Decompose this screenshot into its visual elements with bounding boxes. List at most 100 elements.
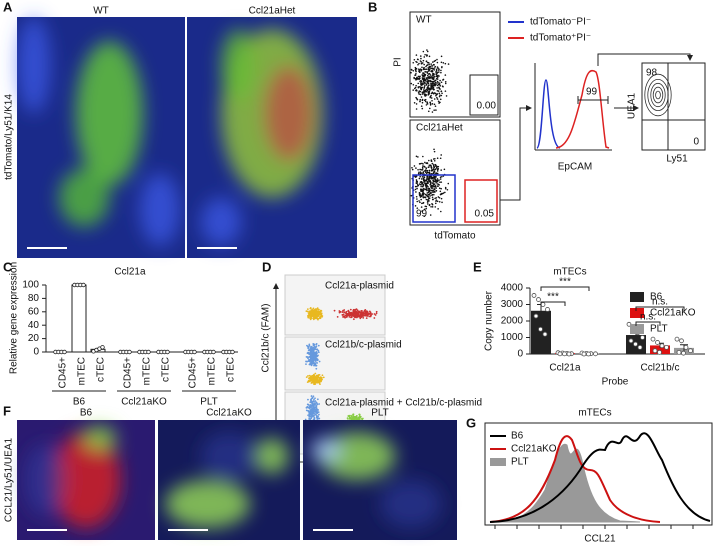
event-dot: [430, 191, 432, 194]
event-dot: [423, 63, 425, 66]
event-dot: [418, 200, 420, 202]
event-dot: [438, 82, 441, 85]
event-dot: [430, 76, 432, 79]
droplet: [315, 402, 318, 405]
event-dot: [426, 61, 429, 64]
event-dot: [427, 93, 430, 95]
event-dot: [422, 201, 425, 204]
data-point: [533, 313, 539, 319]
x-tick-label: cTEC: [96, 357, 107, 382]
droplet: [316, 374, 319, 377]
significance-label: n.s.: [640, 312, 656, 323]
event-dot: [433, 64, 435, 66]
event-dot: [442, 192, 445, 194]
event-dot: [429, 181, 432, 184]
event-dot: [425, 167, 427, 169]
droplet: [314, 351, 317, 354]
droplet: [313, 398, 315, 401]
droplet: [310, 395, 313, 397]
event-dot: [432, 189, 435, 192]
plot-title: Ccl21a-plasmid: [325, 281, 394, 292]
event-dot: [432, 179, 435, 181]
event-dot: [410, 68, 413, 71]
event-dot: [426, 182, 429, 184]
event-dot: [440, 175, 443, 178]
event-dot: [422, 185, 424, 188]
event-dot: [436, 93, 439, 95]
event-dot: [433, 176, 436, 178]
event-dot: [437, 183, 440, 186]
droplet: [310, 364, 313, 367]
droplet: [344, 316, 346, 319]
event-dot: [440, 169, 442, 171]
droplet: [306, 381, 309, 384]
droplet: [314, 357, 317, 360]
event-dot: [423, 66, 425, 69]
plot-title: WT: [416, 15, 432, 26]
event-dot: [420, 62, 423, 65]
event-dot: [419, 196, 422, 198]
gate-value: 98: [646, 68, 658, 79]
event-dot: [419, 80, 421, 83]
event-dot: [425, 187, 428, 189]
signal-blob: [23, 444, 66, 516]
histogram-curve: [536, 79, 561, 149]
event-dot: [426, 162, 429, 165]
droplet: [315, 408, 318, 411]
droplet: [310, 310, 313, 313]
droplet: [311, 397, 314, 399]
histogram-curve: [489, 432, 711, 523]
droplet: [308, 314, 310, 317]
plot-frame: [484, 422, 713, 526]
droplet: [305, 376, 308, 379]
droplet: [309, 358, 312, 360]
event-dot: [431, 84, 433, 86]
droplet: [308, 343, 311, 346]
droplet: [352, 416, 354, 419]
image-ylabel: CCL21/Ly51/UEA1: [4, 438, 15, 523]
event-dot: [425, 198, 428, 201]
droplet: [343, 309, 346, 311]
event-dot: [416, 78, 418, 81]
event-dot: [440, 55, 443, 58]
droplet: [304, 418, 307, 421]
event-dot: [424, 183, 427, 185]
event-dot: [425, 194, 427, 196]
event-dot: [426, 189, 428, 192]
contour: [644, 73, 672, 117]
event-dot: [423, 81, 425, 83]
event-dot: [437, 100, 440, 103]
event-dot: [433, 98, 436, 100]
event-dot: [433, 160, 436, 162]
event-dot: [430, 185, 433, 188]
data-point: [633, 341, 638, 347]
droplet: [317, 415, 319, 418]
droplet: [308, 380, 311, 382]
event-dot: [426, 203, 429, 205]
droplet: [312, 403, 315, 406]
event-dot: [412, 69, 415, 72]
droplet: [348, 414, 351, 417]
event-dot: [415, 70, 417, 73]
event-dot: [433, 150, 436, 153]
event-dot: [425, 170, 427, 172]
gate: [469, 74, 499, 116]
data-point: [679, 338, 684, 344]
event-dot: [433, 75, 436, 78]
event-dot: [425, 80, 427, 82]
droplet: [350, 417, 353, 420]
droplet: [343, 311, 346, 314]
event-dot: [427, 91, 430, 94]
event-dot: [416, 97, 418, 100]
event-dot: [430, 94, 432, 97]
event-dot: [428, 171, 431, 173]
event-dot: [434, 65, 437, 68]
event-dot: [431, 82, 433, 85]
droplet: [313, 353, 316, 356]
arrow: [597, 53, 693, 66]
droplet: [312, 374, 315, 377]
droplet: [322, 376, 325, 379]
event-dot: [443, 168, 446, 171]
event-dot: [439, 85, 442, 87]
event-dot: [424, 95, 426, 97]
